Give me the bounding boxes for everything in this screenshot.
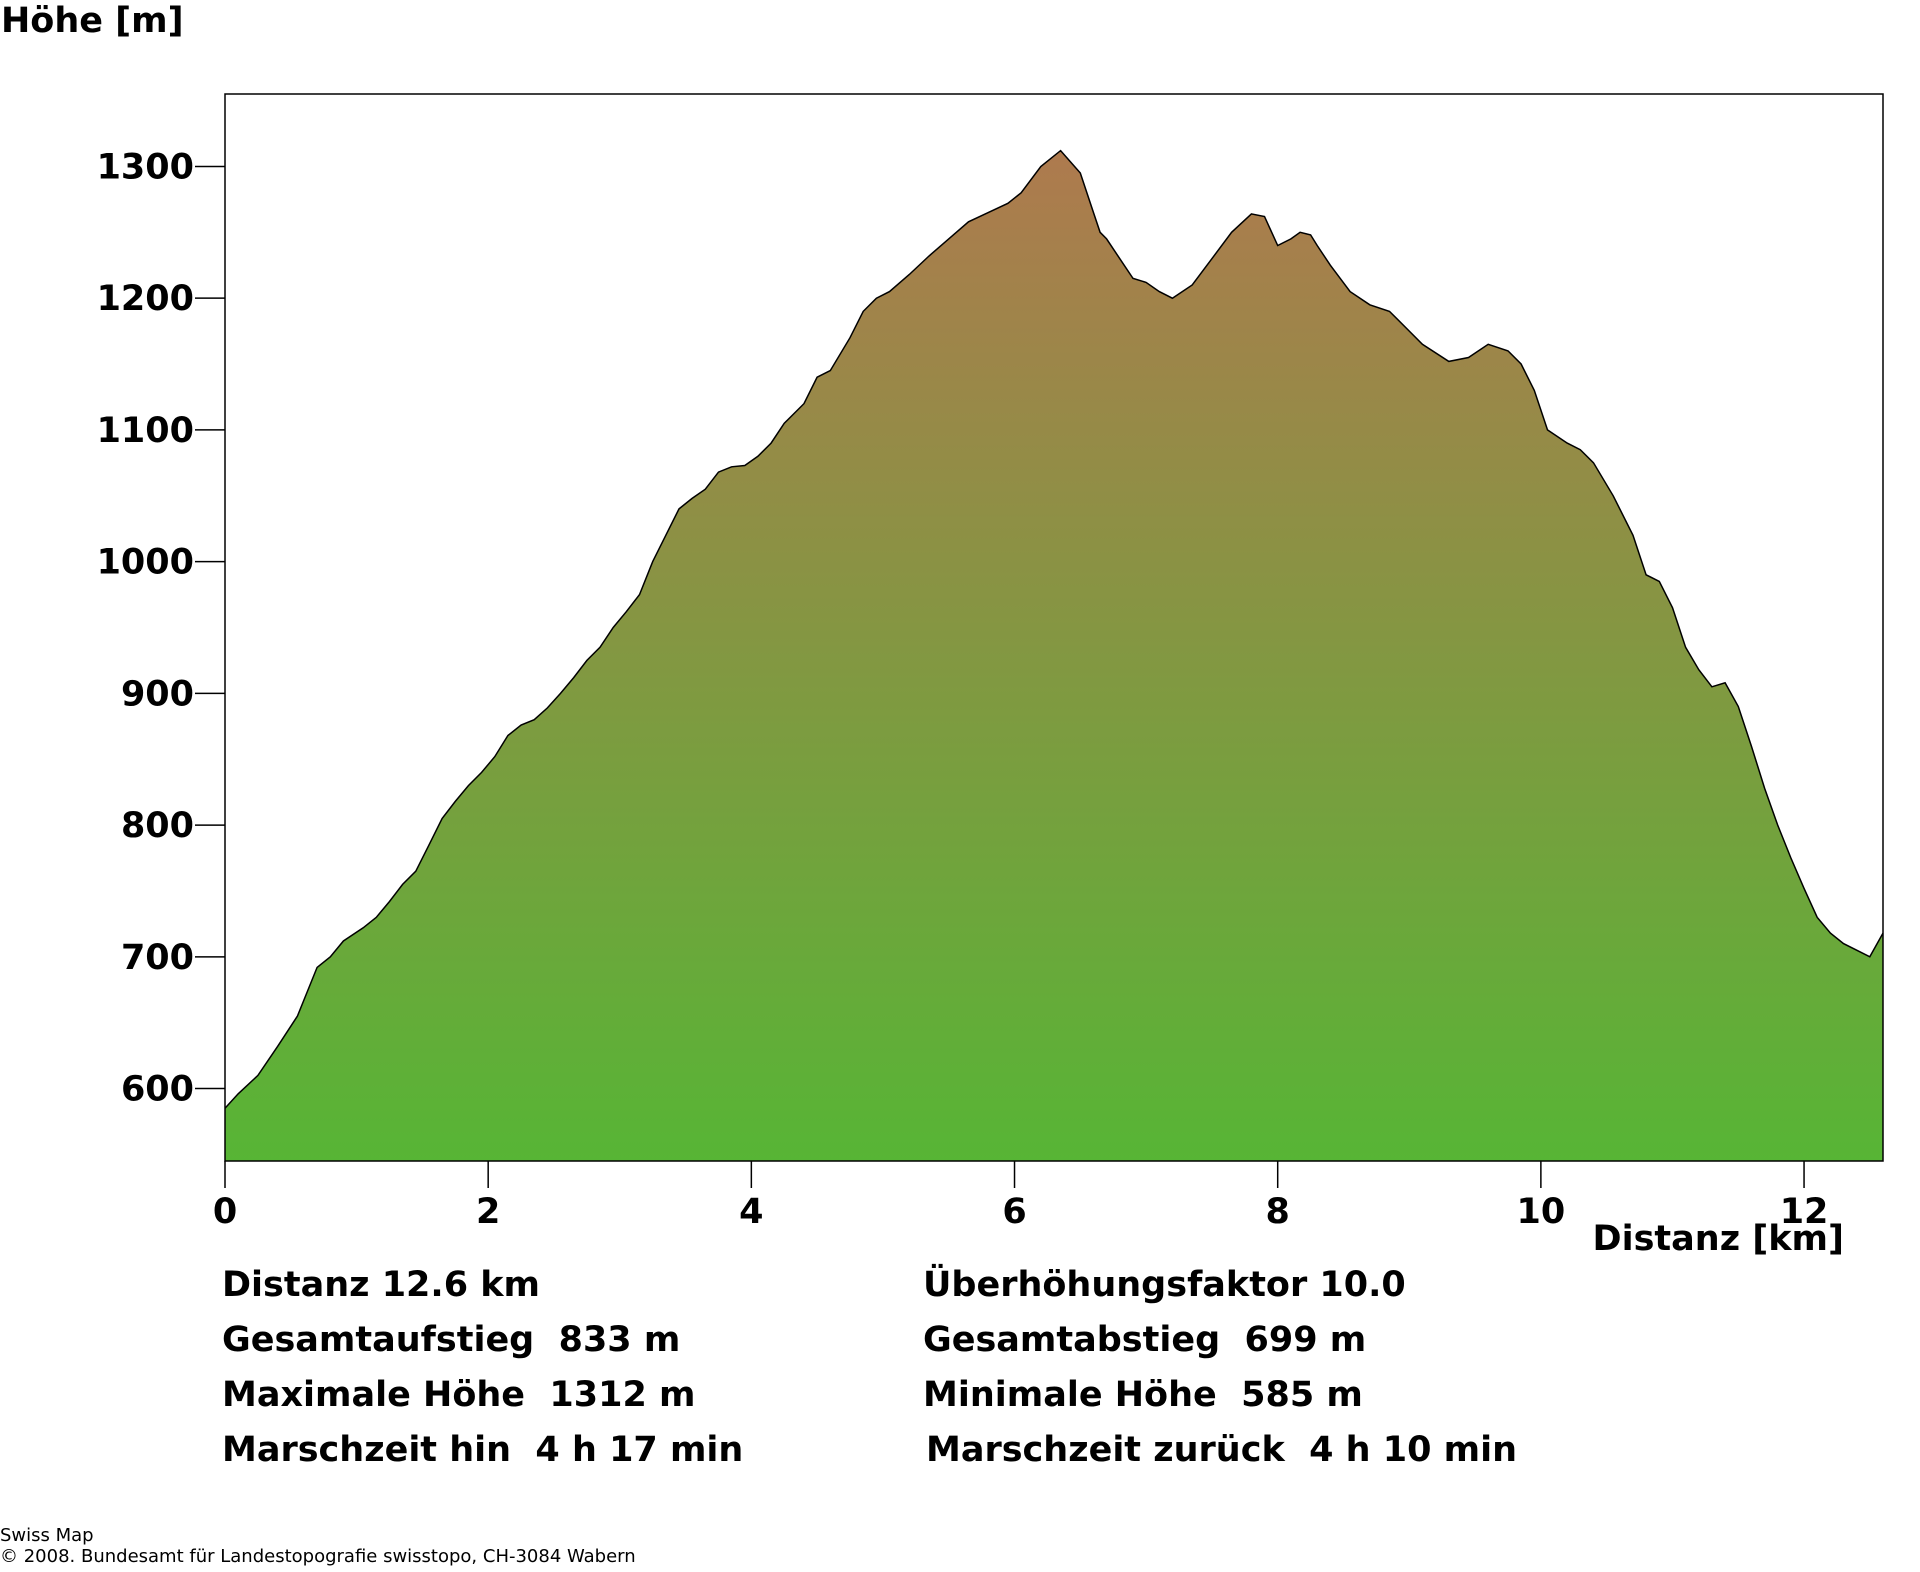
x-tick-label-10: 10 bbox=[1517, 1192, 1566, 1230]
y-tick-label-800: 800 bbox=[121, 806, 194, 846]
x-tick-label-6: 6 bbox=[1002, 1192, 1026, 1230]
x-tick-label-2: 2 bbox=[476, 1192, 500, 1230]
y-tick-label-700: 700 bbox=[121, 938, 194, 978]
x-tick-label-12: 12 bbox=[1780, 1192, 1829, 1230]
stat-marschzeit-hin: Marschzeit hin 4 h 17 min bbox=[222, 1430, 744, 1470]
x-tick-label-8: 8 bbox=[1266, 1192, 1290, 1230]
y-tick-label-1300: 1300 bbox=[97, 147, 194, 187]
y-tick-label-900: 900 bbox=[121, 674, 194, 714]
y-tick-label-1200: 1200 bbox=[97, 279, 194, 319]
stat-gesamtaufstieg: Gesamtaufstieg 833 m bbox=[222, 1320, 681, 1360]
elevation-line bbox=[224, 149, 1884, 1109]
stat-distanz: Distanz 12.6 km bbox=[222, 1265, 540, 1305]
x-tick-label-0: 0 bbox=[213, 1192, 237, 1230]
y-axis-label: Höhe [m] bbox=[1, 1, 184, 41]
x-tick-label-4: 4 bbox=[739, 1192, 763, 1230]
stat-marschzeit-zurueck: Marschzeit zurück 4 h 10 min bbox=[926, 1430, 1518, 1470]
stat-gesamtabstieg: Gesamtabstieg 699 m bbox=[923, 1320, 1367, 1360]
x-axis-label: Distanz [km] bbox=[1592, 1219, 1844, 1259]
stat-maximale-hoehe: Maximale Höhe 1312 m bbox=[222, 1375, 696, 1415]
y-tick-label-1000: 1000 bbox=[97, 543, 194, 583]
y-tick-label-1100: 1100 bbox=[97, 411, 194, 451]
stat-ueberhoehungsfaktor: Überhöhungsfaktor 10.0 bbox=[923, 1265, 1406, 1305]
elevation-area bbox=[225, 150, 1883, 1162]
elevation-chart: 600 700 800 900 1000 1100 1200 1300 0 2 4 6 8 10 12 bbox=[97, 93, 1884, 1230]
stat-minimale-hoehe: Minimale Höhe 585 m bbox=[923, 1375, 1363, 1415]
y-tick-label-600: 600 bbox=[121, 1070, 194, 1110]
footer-swiss-map: Swiss Map bbox=[0, 1525, 94, 1546]
footer-copyright: © 2008. Bundesamt für Landestopografie s… bbox=[0, 1546, 636, 1567]
plot-frame bbox=[224, 93, 1884, 1162]
